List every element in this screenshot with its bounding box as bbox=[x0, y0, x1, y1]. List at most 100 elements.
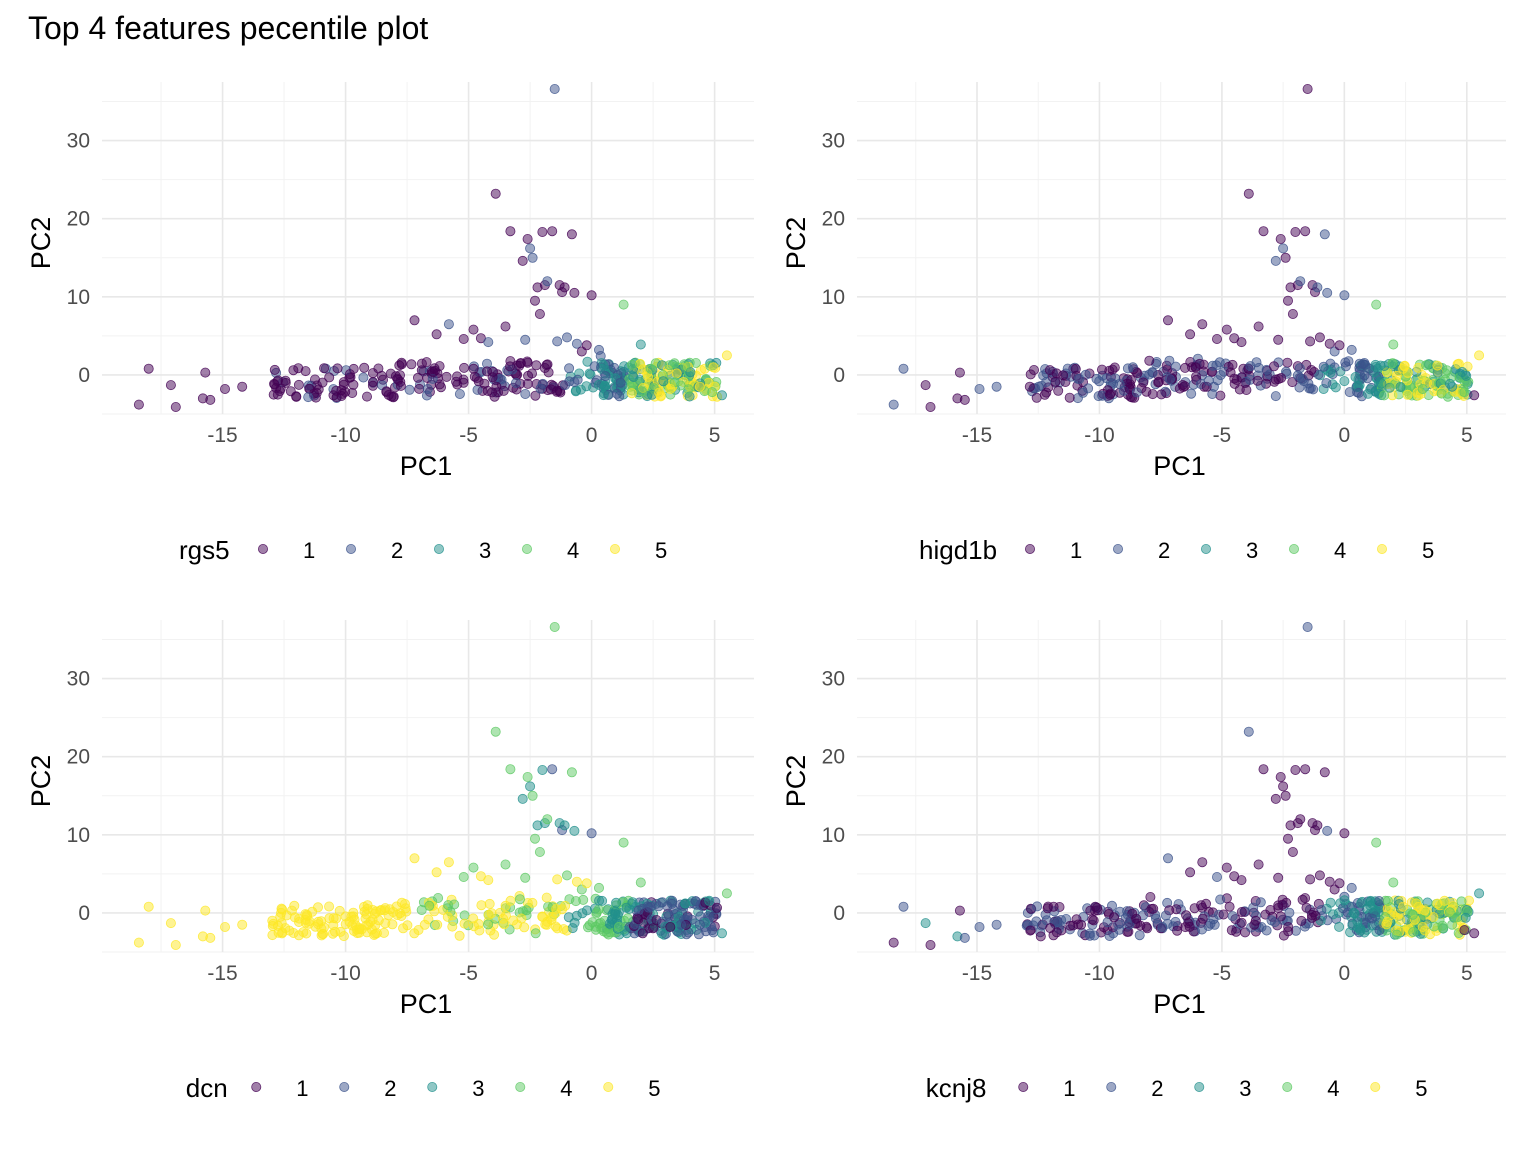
data-point bbox=[1041, 377, 1052, 388]
data-point bbox=[665, 922, 676, 933]
data-point bbox=[442, 911, 453, 922]
legend-label: 2 bbox=[1158, 538, 1170, 563]
data-point bbox=[1145, 892, 1156, 903]
data-point bbox=[658, 376, 669, 387]
data-point bbox=[1266, 915, 1277, 926]
data-point bbox=[1347, 920, 1358, 931]
data-point bbox=[404, 384, 415, 395]
data-point bbox=[454, 388, 465, 399]
data-point bbox=[562, 870, 573, 881]
data-point bbox=[1429, 921, 1440, 932]
data-point bbox=[1444, 907, 1455, 918]
data-point bbox=[1207, 360, 1218, 371]
x-tick-label: -10 bbox=[330, 424, 360, 447]
data-point bbox=[593, 904, 604, 915]
data-point bbox=[237, 381, 248, 392]
data-point bbox=[1050, 376, 1061, 387]
data-point bbox=[571, 338, 582, 349]
x-tick-label: -10 bbox=[1084, 962, 1114, 985]
data-point bbox=[500, 859, 511, 870]
data-point bbox=[1388, 877, 1399, 888]
data-point bbox=[663, 910, 674, 921]
data-point bbox=[268, 389, 279, 400]
data-point bbox=[594, 882, 605, 893]
data-point bbox=[898, 901, 909, 912]
data-point bbox=[1157, 922, 1168, 933]
data-point bbox=[474, 925, 485, 936]
x-tick-label: -5 bbox=[459, 962, 478, 985]
data-point bbox=[541, 892, 552, 903]
data-point bbox=[582, 356, 593, 367]
data-point bbox=[349, 914, 360, 925]
data-point bbox=[559, 282, 570, 293]
x-tick-label: 5 bbox=[1461, 424, 1473, 447]
data-point bbox=[1360, 359, 1371, 370]
data-point bbox=[593, 379, 604, 390]
data-point bbox=[1411, 898, 1422, 909]
data-point bbox=[666, 898, 677, 909]
data-point bbox=[416, 358, 427, 369]
data-point bbox=[1305, 874, 1316, 885]
legend-label: 2 bbox=[384, 1076, 396, 1101]
data-point bbox=[515, 358, 526, 369]
data-point bbox=[338, 931, 349, 942]
data-point bbox=[1029, 364, 1040, 375]
data-point bbox=[1275, 233, 1286, 244]
data-point bbox=[273, 375, 284, 386]
data-point bbox=[614, 391, 625, 402]
data-point bbox=[300, 917, 311, 928]
data-point bbox=[1408, 927, 1419, 938]
data-point bbox=[468, 324, 479, 335]
data-point bbox=[488, 366, 499, 377]
data-point bbox=[421, 390, 432, 401]
data-point bbox=[1459, 387, 1470, 398]
legend: kcnj8 1 2 3 4 5 bbox=[926, 1073, 1428, 1103]
data-point bbox=[1197, 913, 1208, 924]
data-point bbox=[1138, 377, 1149, 388]
data-point bbox=[269, 364, 280, 375]
data-point bbox=[1359, 927, 1370, 938]
data-point bbox=[1074, 373, 1085, 384]
y-tick-label: 30 bbox=[822, 130, 845, 153]
data-point bbox=[589, 361, 600, 372]
data-point bbox=[1134, 930, 1145, 941]
data-point bbox=[1278, 243, 1289, 254]
legend-label: 5 bbox=[1415, 1076, 1427, 1101]
data-point bbox=[1321, 378, 1332, 389]
data-point bbox=[1353, 387, 1364, 398]
data-point bbox=[1258, 764, 1269, 775]
data-point bbox=[1221, 862, 1232, 873]
data-point bbox=[340, 919, 351, 930]
data-point bbox=[517, 255, 528, 266]
data-point bbox=[547, 226, 558, 237]
data-point bbox=[548, 380, 559, 391]
data-point bbox=[1269, 361, 1280, 372]
data-point bbox=[490, 188, 501, 199]
data-point bbox=[551, 904, 562, 915]
data-point bbox=[379, 905, 390, 916]
data-point bbox=[1346, 344, 1357, 355]
data-point bbox=[428, 367, 439, 378]
data-point bbox=[1156, 389, 1167, 400]
data-point bbox=[491, 381, 502, 392]
data-point bbox=[165, 918, 176, 929]
data-point bbox=[530, 833, 541, 844]
data-point bbox=[328, 390, 339, 401]
legend-label: 4 bbox=[567, 538, 579, 563]
data-point bbox=[1053, 385, 1064, 396]
legend-label: 3 bbox=[1239, 1076, 1251, 1101]
data-point bbox=[324, 901, 335, 912]
y-axis-title: PC2 bbox=[781, 755, 811, 808]
data-point bbox=[1122, 363, 1133, 374]
data-point bbox=[1474, 888, 1485, 899]
data-point bbox=[1250, 915, 1261, 926]
data-point bbox=[1270, 793, 1281, 804]
y-tick-label: 0 bbox=[833, 364, 845, 387]
data-point bbox=[133, 937, 144, 948]
data-point bbox=[1064, 392, 1075, 403]
data-point bbox=[1287, 377, 1298, 388]
data-point bbox=[540, 919, 551, 930]
data-point bbox=[1215, 370, 1226, 381]
data-point bbox=[1283, 833, 1294, 844]
data-point bbox=[656, 928, 667, 939]
